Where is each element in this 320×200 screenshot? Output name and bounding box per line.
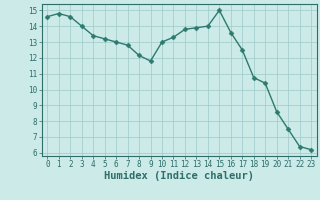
X-axis label: Humidex (Indice chaleur): Humidex (Indice chaleur) bbox=[104, 171, 254, 181]
